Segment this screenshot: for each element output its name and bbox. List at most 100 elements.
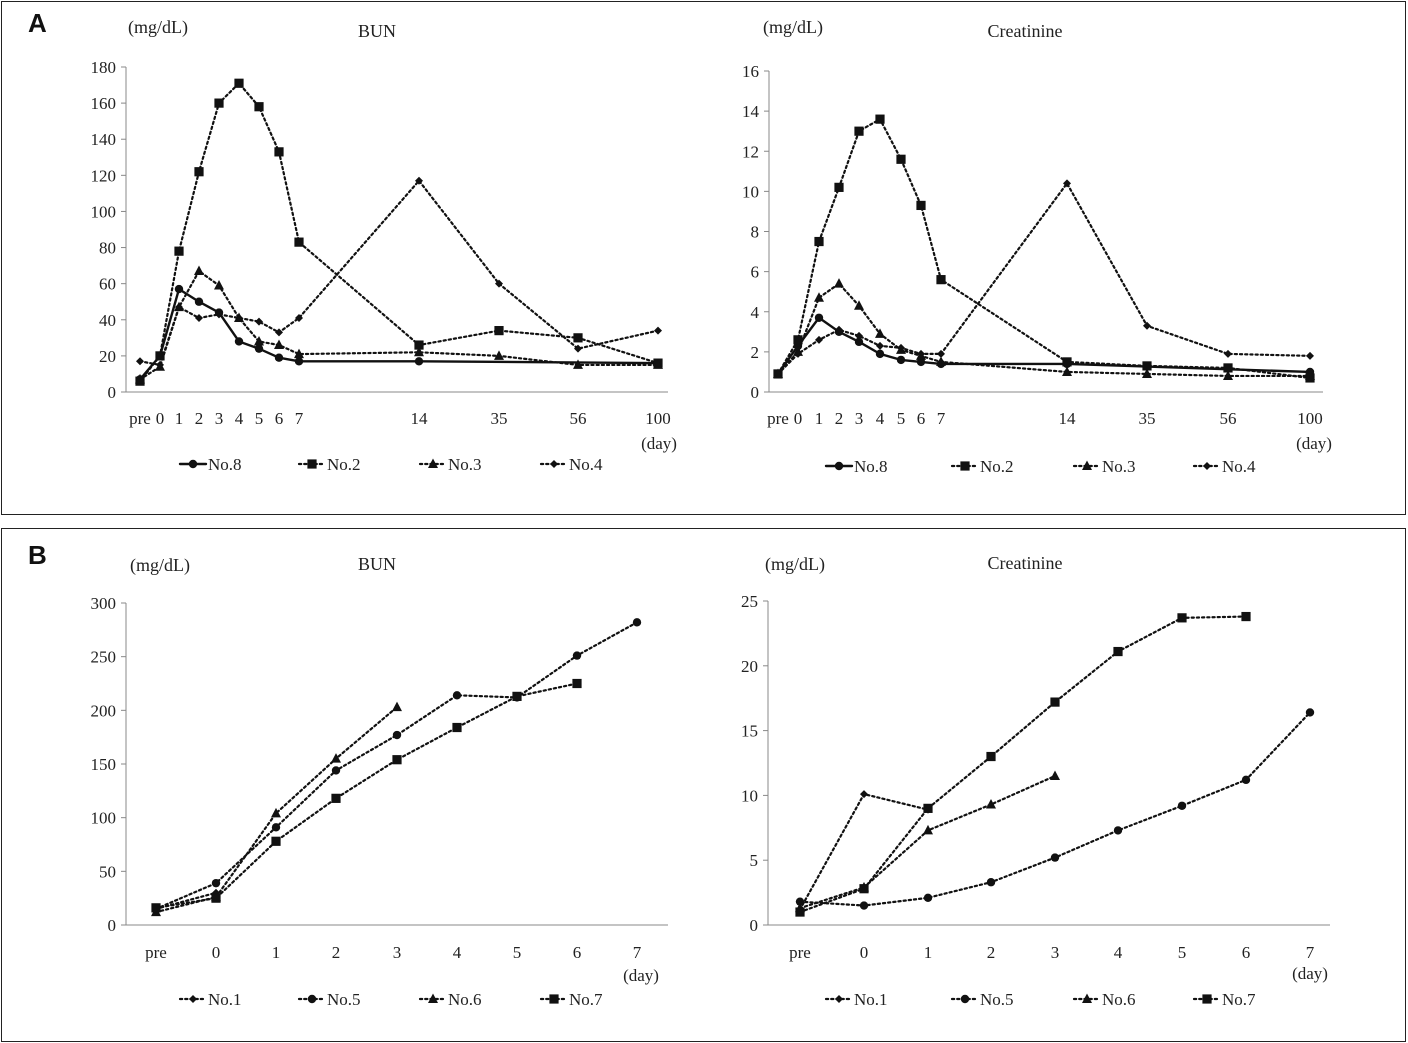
data-point <box>573 359 583 369</box>
data-point <box>271 807 281 818</box>
legend-entry: No.5 <box>297 990 361 1009</box>
series-line <box>154 706 399 914</box>
y-tick-label: 250 <box>91 648 117 667</box>
data-point <box>1142 361 1152 371</box>
x-tick-label: 4 <box>876 409 885 428</box>
data-point <box>632 618 642 627</box>
data-point <box>331 793 341 803</box>
x-tick-label: 6 <box>573 943 582 962</box>
data-point <box>1306 351 1314 360</box>
data-point <box>834 182 844 192</box>
chart-title: Creatinine <box>988 21 1063 41</box>
data-point <box>414 346 424 357</box>
legend-marker <box>307 459 317 469</box>
series-no4 <box>136 176 662 369</box>
series-no4 <box>774 179 1314 378</box>
legend-label: No.4 <box>1222 457 1256 476</box>
data-point <box>254 344 264 353</box>
y-tick-label: 6 <box>751 263 760 282</box>
data-point <box>295 313 303 322</box>
y-tick-label: 50 <box>99 862 116 881</box>
y-tick-label: 4 <box>751 303 760 322</box>
legend-label: No.5 <box>327 990 361 1009</box>
data-point <box>151 903 161 913</box>
data-point <box>215 310 223 319</box>
x-tick-label: 2 <box>987 943 996 962</box>
data-point <box>1241 611 1251 622</box>
data-point <box>654 326 662 335</box>
data-point <box>896 154 906 164</box>
data-point <box>814 313 824 322</box>
legend-marker <box>428 993 438 1003</box>
legend-entry: No.6 <box>1072 990 1136 1009</box>
y-tick-label: 10 <box>741 786 758 805</box>
legend-entry: No.3 <box>418 455 482 474</box>
series-line <box>154 621 639 911</box>
legend-label: No.1 <box>208 990 242 1009</box>
data-point <box>653 359 663 369</box>
y-tick-label: 200 <box>91 701 117 720</box>
data-point <box>573 333 583 343</box>
x-tick-label: pre <box>129 409 151 428</box>
legend-label: No.2 <box>980 457 1014 476</box>
data-point <box>854 126 864 136</box>
data-point <box>875 114 885 124</box>
series-no3 <box>135 265 663 384</box>
data-point <box>986 878 996 887</box>
data-point <box>986 751 996 762</box>
y-tick-label: 14 <box>742 102 760 121</box>
data-point <box>855 331 863 340</box>
y-tick-label: 0 <box>108 383 117 402</box>
x-tick-label: 7 <box>937 409 946 428</box>
data-point <box>896 355 906 365</box>
data-point <box>175 303 183 312</box>
unit-label: (mg/dL) <box>765 554 825 575</box>
data-point <box>271 823 281 832</box>
data-point <box>331 766 341 775</box>
x-tick-label: pre <box>789 943 811 962</box>
y-tick-label: 16 <box>742 62 759 81</box>
y-tick-label: 150 <box>91 755 117 774</box>
x-tick-label: 5 <box>255 409 264 428</box>
y-tick-label: 25 <box>741 592 758 611</box>
legend-entry: No.8 <box>824 457 888 476</box>
data-point <box>923 893 933 902</box>
unit-label: (mg/dL) <box>130 555 190 576</box>
data-point <box>234 78 244 88</box>
x-tick-label: 1 <box>272 943 281 962</box>
x-tick-label: 5 <box>1178 943 1187 962</box>
panel-a <box>1 1 1406 515</box>
x-tick-label: 6 <box>917 409 926 428</box>
x-tick-label: 7 <box>295 409 304 428</box>
y-tick-label: 10 <box>742 182 759 201</box>
y-tick-label: 0 <box>108 916 117 935</box>
x-tick-label: 14 <box>411 409 429 428</box>
legend-entry: No.4 <box>1192 457 1256 476</box>
panel-a-label: A <box>28 8 47 38</box>
data-point <box>875 328 885 338</box>
data-point <box>271 836 281 846</box>
y-tick-label: 120 <box>91 166 117 185</box>
data-point <box>860 790 868 799</box>
legend-label: No.8 <box>854 457 888 476</box>
data-point <box>854 337 864 347</box>
y-tick-label: 20 <box>741 657 758 676</box>
y-tick-label: 180 <box>91 58 117 77</box>
data-point <box>414 357 424 366</box>
data-point <box>917 349 925 358</box>
legend-label: No.3 <box>1102 457 1136 476</box>
data-point <box>211 893 221 903</box>
x-tick-label: 5 <box>513 943 522 962</box>
data-point <box>1113 826 1123 835</box>
data-point <box>135 373 145 384</box>
x-tick-label: 4 <box>1114 943 1123 962</box>
legend-label: No.8 <box>208 455 242 474</box>
data-point <box>274 353 284 362</box>
data-point <box>452 722 462 733</box>
data-point <box>495 279 503 288</box>
data-point <box>859 884 869 894</box>
legend-label: No.2 <box>327 455 361 474</box>
data-point <box>254 335 264 346</box>
